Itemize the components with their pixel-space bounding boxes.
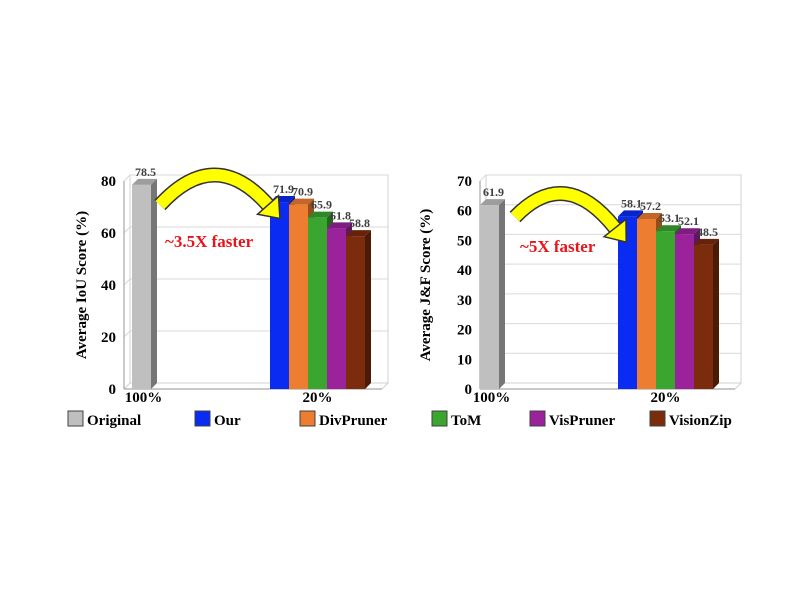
gridline: [123, 330, 131, 338]
speedup-arrow: [154, 167, 281, 220]
y-tick-label: 0: [109, 382, 117, 398]
bar-side: [713, 238, 719, 389]
axis-depth-edge: [381, 382, 389, 390]
bar: [480, 205, 499, 389]
y-tick-label: 10: [457, 352, 472, 368]
legend: Original Our DivPruner ToM VisPruner VisionZi…: [67, 410, 732, 429]
axis-depth-edge: [734, 382, 742, 390]
gridline: [479, 174, 487, 182]
bar-side: [151, 178, 157, 389]
arrow-head: [255, 194, 281, 220]
y-tick-label: 70: [457, 174, 472, 190]
bar: [637, 219, 656, 389]
x-category-label: 100%: [125, 390, 163, 406]
legend-item: DivPruner: [299, 410, 388, 429]
legend-swatch: [431, 410, 448, 427]
data-label: 57.2: [640, 199, 661, 213]
legend-item: VisionZip: [649, 410, 732, 429]
bar-top: [132, 178, 157, 185]
legend-item: Original: [67, 410, 141, 429]
bar-top: [656, 225, 681, 232]
y-tick-label: 30: [457, 293, 472, 309]
x-category-label: 20%: [651, 390, 681, 406]
bar-top: [675, 228, 700, 235]
data-label: 61.9: [483, 185, 504, 199]
bar-top: [346, 230, 371, 237]
legend-swatch: [529, 410, 546, 427]
bar: [656, 231, 675, 389]
bar-top: [308, 211, 333, 218]
legend-swatch: [67, 410, 84, 427]
legend-label: DivPruner: [319, 413, 388, 429]
gridline: [123, 226, 131, 234]
bar-top: [327, 222, 352, 229]
y-tick-label: 40: [101, 278, 116, 294]
y-tick-label: 60: [457, 204, 472, 220]
bar: [132, 184, 151, 389]
speedup-arrow: [509, 186, 627, 244]
data-label: 58.8: [349, 216, 370, 230]
legend-label: ToM: [451, 413, 481, 429]
data-label: 52.1: [678, 214, 699, 228]
arrow-body: [155, 169, 273, 210]
data-label: 53.1: [659, 211, 680, 225]
data-label: 71.9: [273, 182, 294, 196]
bar: [675, 234, 694, 389]
data-label: 48.5: [697, 225, 718, 239]
bar: [270, 202, 289, 389]
legend-swatch: [299, 410, 316, 427]
bar-top: [694, 238, 719, 245]
y-tick-label: 20: [457, 323, 472, 339]
legend-label: Our: [214, 413, 241, 429]
legend-label: Original: [87, 413, 141, 429]
bar-top: [480, 199, 505, 206]
bar: [289, 204, 308, 389]
y-axis-label: Average IoU Score (%): [74, 211, 90, 359]
speedup-annotation: ~5X faster: [520, 237, 596, 256]
data-label: 65.9: [311, 198, 332, 212]
arrow-head: [602, 217, 627, 244]
data-label: 58.1: [621, 196, 642, 210]
jf-chart: 0 10 20 30 40 50 60 70 Average J&F Score (%) 61.9…: [418, 174, 742, 406]
legend-label: VisionZip: [669, 413, 732, 429]
legend-swatch: [194, 410, 211, 427]
speedup-annotation: ~3.5X faster: [165, 232, 254, 251]
bar: [327, 228, 346, 389]
bar: [346, 236, 365, 389]
legend-swatch: [649, 410, 666, 427]
bar-top: [637, 213, 662, 220]
bar: [308, 217, 327, 389]
legend-item: Our: [194, 410, 241, 429]
bar-top: [289, 198, 314, 205]
y-tick-label: 80: [101, 174, 116, 190]
bar-side: [499, 199, 505, 389]
bar: [694, 244, 713, 389]
gridline: [123, 174, 131, 182]
y-tick-label: 20: [101, 330, 116, 346]
bar-side: [365, 230, 371, 389]
axis-depth-edge: [123, 382, 131, 390]
bar: [618, 216, 637, 389]
x-category-label: 20%: [303, 390, 333, 406]
legend-item: VisPruner: [529, 410, 615, 429]
arrow-body: [510, 187, 620, 232]
y-tick-label: 60: [101, 226, 116, 242]
y-tick-label: 0: [465, 382, 473, 398]
y-axis-label: Average J&F Score (%): [418, 209, 434, 362]
data-label: 78.5: [135, 165, 156, 179]
legend-label: VisPruner: [549, 413, 615, 429]
data-label: 70.9: [292, 185, 313, 199]
legend-item: ToM: [431, 410, 481, 429]
iou-chart: 0 20 40 60 80 Average IoU Score (%) 78.5 100% 71…: [74, 165, 389, 406]
data-label: 61.8: [330, 208, 351, 222]
x-category-label: 100%: [473, 390, 511, 406]
bar-top: [618, 210, 643, 217]
gridline: [123, 278, 131, 286]
y-tick-label: 40: [457, 263, 472, 279]
y-tick-label: 50: [457, 233, 472, 249]
